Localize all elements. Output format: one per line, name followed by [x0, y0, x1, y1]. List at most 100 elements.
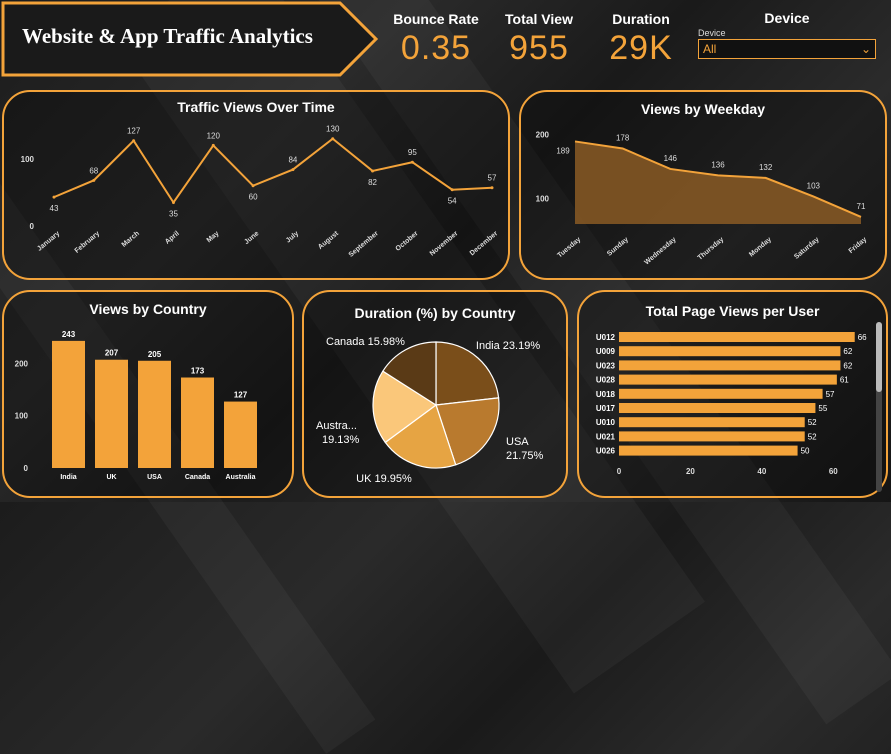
slice-value: 19.13%	[322, 434, 360, 446]
kpi-value: 29K	[609, 29, 673, 67]
series-area	[575, 141, 861, 224]
x-tick-label: July	[285, 230, 300, 244]
data-label: 62	[843, 361, 852, 370]
data-point	[251, 184, 255, 188]
scrollbar-thumb[interactable]	[876, 322, 882, 392]
data-label: 95	[408, 148, 417, 157]
data-label: 50	[801, 447, 810, 456]
data-label: 43	[50, 204, 59, 213]
data-label: 103	[807, 181, 821, 190]
data-label: 120	[207, 131, 221, 140]
data-label: 61	[840, 376, 849, 385]
y-tick-label: 100	[536, 194, 550, 203]
device-dropdown[interactable]: All ⌄	[698, 39, 876, 59]
bar	[224, 401, 257, 468]
data-label: 173	[191, 367, 205, 376]
data-label: 189	[556, 146, 570, 155]
weekday-area-chart: 100 200 189 Tuesday 178 Sunday 146 Wednesday 136…	[536, 130, 869, 266]
data-point	[331, 137, 335, 141]
traffic-line-chart: 0 100 43 January 68 February 127 March 35 April 12…	[21, 125, 500, 259]
y-tick-label: 0	[24, 464, 29, 473]
x-tick-label: March	[121, 230, 141, 249]
x-tick-label: Saturday	[793, 236, 821, 261]
data-point	[291, 168, 295, 172]
x-tick-label: August	[317, 230, 340, 251]
x-tick-label: USA	[147, 474, 162, 481]
panel-title: Views by Weekday	[641, 101, 765, 117]
bar	[181, 377, 214, 468]
x-tick-label: December	[469, 230, 500, 257]
kpi-label: Duration	[612, 11, 670, 27]
bar	[619, 332, 855, 342]
device-header: Device	[764, 10, 810, 26]
y-tick-label: 100	[15, 412, 29, 421]
series-line	[574, 140, 862, 218]
scrollbar[interactable]	[876, 322, 882, 492]
x-tick-label: UK	[106, 474, 116, 481]
x-tick-label: June	[243, 230, 260, 246]
title-banner-frame	[1, 1, 379, 77]
x-tick-label: 0	[617, 467, 622, 476]
y-tick-label: U018	[596, 390, 616, 399]
kpi-duration: Duration 29K	[600, 11, 682, 68]
chevron-down-icon: ⌄	[860, 42, 871, 56]
panel-title: Views by Country	[89, 301, 207, 317]
data-point	[410, 160, 414, 164]
bar	[619, 403, 816, 413]
x-tick-label: 20	[686, 467, 695, 476]
data-label: 68	[89, 166, 98, 175]
y-tick-label: U023	[596, 361, 616, 370]
y-tick-label: U010	[596, 418, 616, 427]
bar	[619, 388, 823, 399]
slice-label: UK 19.95%	[356, 473, 412, 485]
data-point	[171, 201, 175, 204]
data-label: 54	[448, 197, 457, 206]
bar	[619, 417, 805, 428]
x-tick-label: November	[429, 230, 460, 258]
kpi-value: 955	[509, 29, 569, 67]
panel-views-by-country: Views by Country 0 100 200 243 India 207 UK 205…	[2, 290, 294, 498]
x-tick-label: 60	[829, 467, 838, 476]
device-caption: Device	[698, 28, 726, 38]
data-label: 62	[843, 347, 852, 356]
x-tick-label: Australia	[226, 474, 256, 481]
data-point	[92, 178, 96, 182]
data-label: 82	[368, 178, 377, 187]
data-label: 57	[826, 390, 835, 399]
x-tick-label: Friday	[848, 236, 869, 255]
bar	[619, 374, 837, 385]
data-label: 71	[857, 202, 866, 211]
y-tick-label: U028	[596, 376, 616, 385]
y-tick-label: U026	[596, 447, 616, 456]
panel-title: Total Page Views per User	[645, 303, 820, 319]
duration-pie-chart: India 23.19% USA 21.75% UK 19.95% Austra... 1…	[316, 336, 544, 485]
series-line	[53, 137, 493, 205]
panel-title: Traffic Views Over Time	[177, 99, 335, 115]
y-tick-label: U021	[596, 432, 616, 441]
x-tick-label: April	[164, 230, 181, 246]
kpi-bounce-rate: Bounce Rate 0.35	[390, 11, 482, 68]
slice-label: USA	[506, 436, 529, 448]
bar	[619, 346, 841, 357]
data-point	[450, 188, 454, 192]
y-tick-label: U017	[596, 404, 616, 413]
x-tick-label: Thursday	[697, 236, 726, 262]
data-label: 243	[62, 330, 76, 339]
data-label: 207	[105, 349, 119, 358]
bar	[619, 431, 805, 442]
x-tick-label: Wednesday	[643, 236, 677, 266]
page-title: Website & App Traffic Analytics	[22, 24, 313, 48]
data-label: 52	[808, 432, 817, 441]
kpi-label: Total View	[505, 11, 573, 27]
pie-slice	[435, 341, 500, 406]
panel-views-by-weekday: Views by Weekday 100 200 189 Tuesday 178 Sund…	[519, 90, 887, 280]
data-label: 84	[288, 156, 297, 165]
x-tick-label: Canada	[185, 474, 210, 481]
y-tick-label: 100	[21, 155, 35, 164]
y-tick-label: 0	[30, 222, 35, 231]
x-tick-label: Tuesday	[556, 236, 582, 259]
bar	[138, 360, 171, 468]
x-tick-label: September	[348, 230, 380, 259]
x-tick-label: Monday	[748, 236, 773, 258]
data-label: 178	[616, 133, 630, 142]
